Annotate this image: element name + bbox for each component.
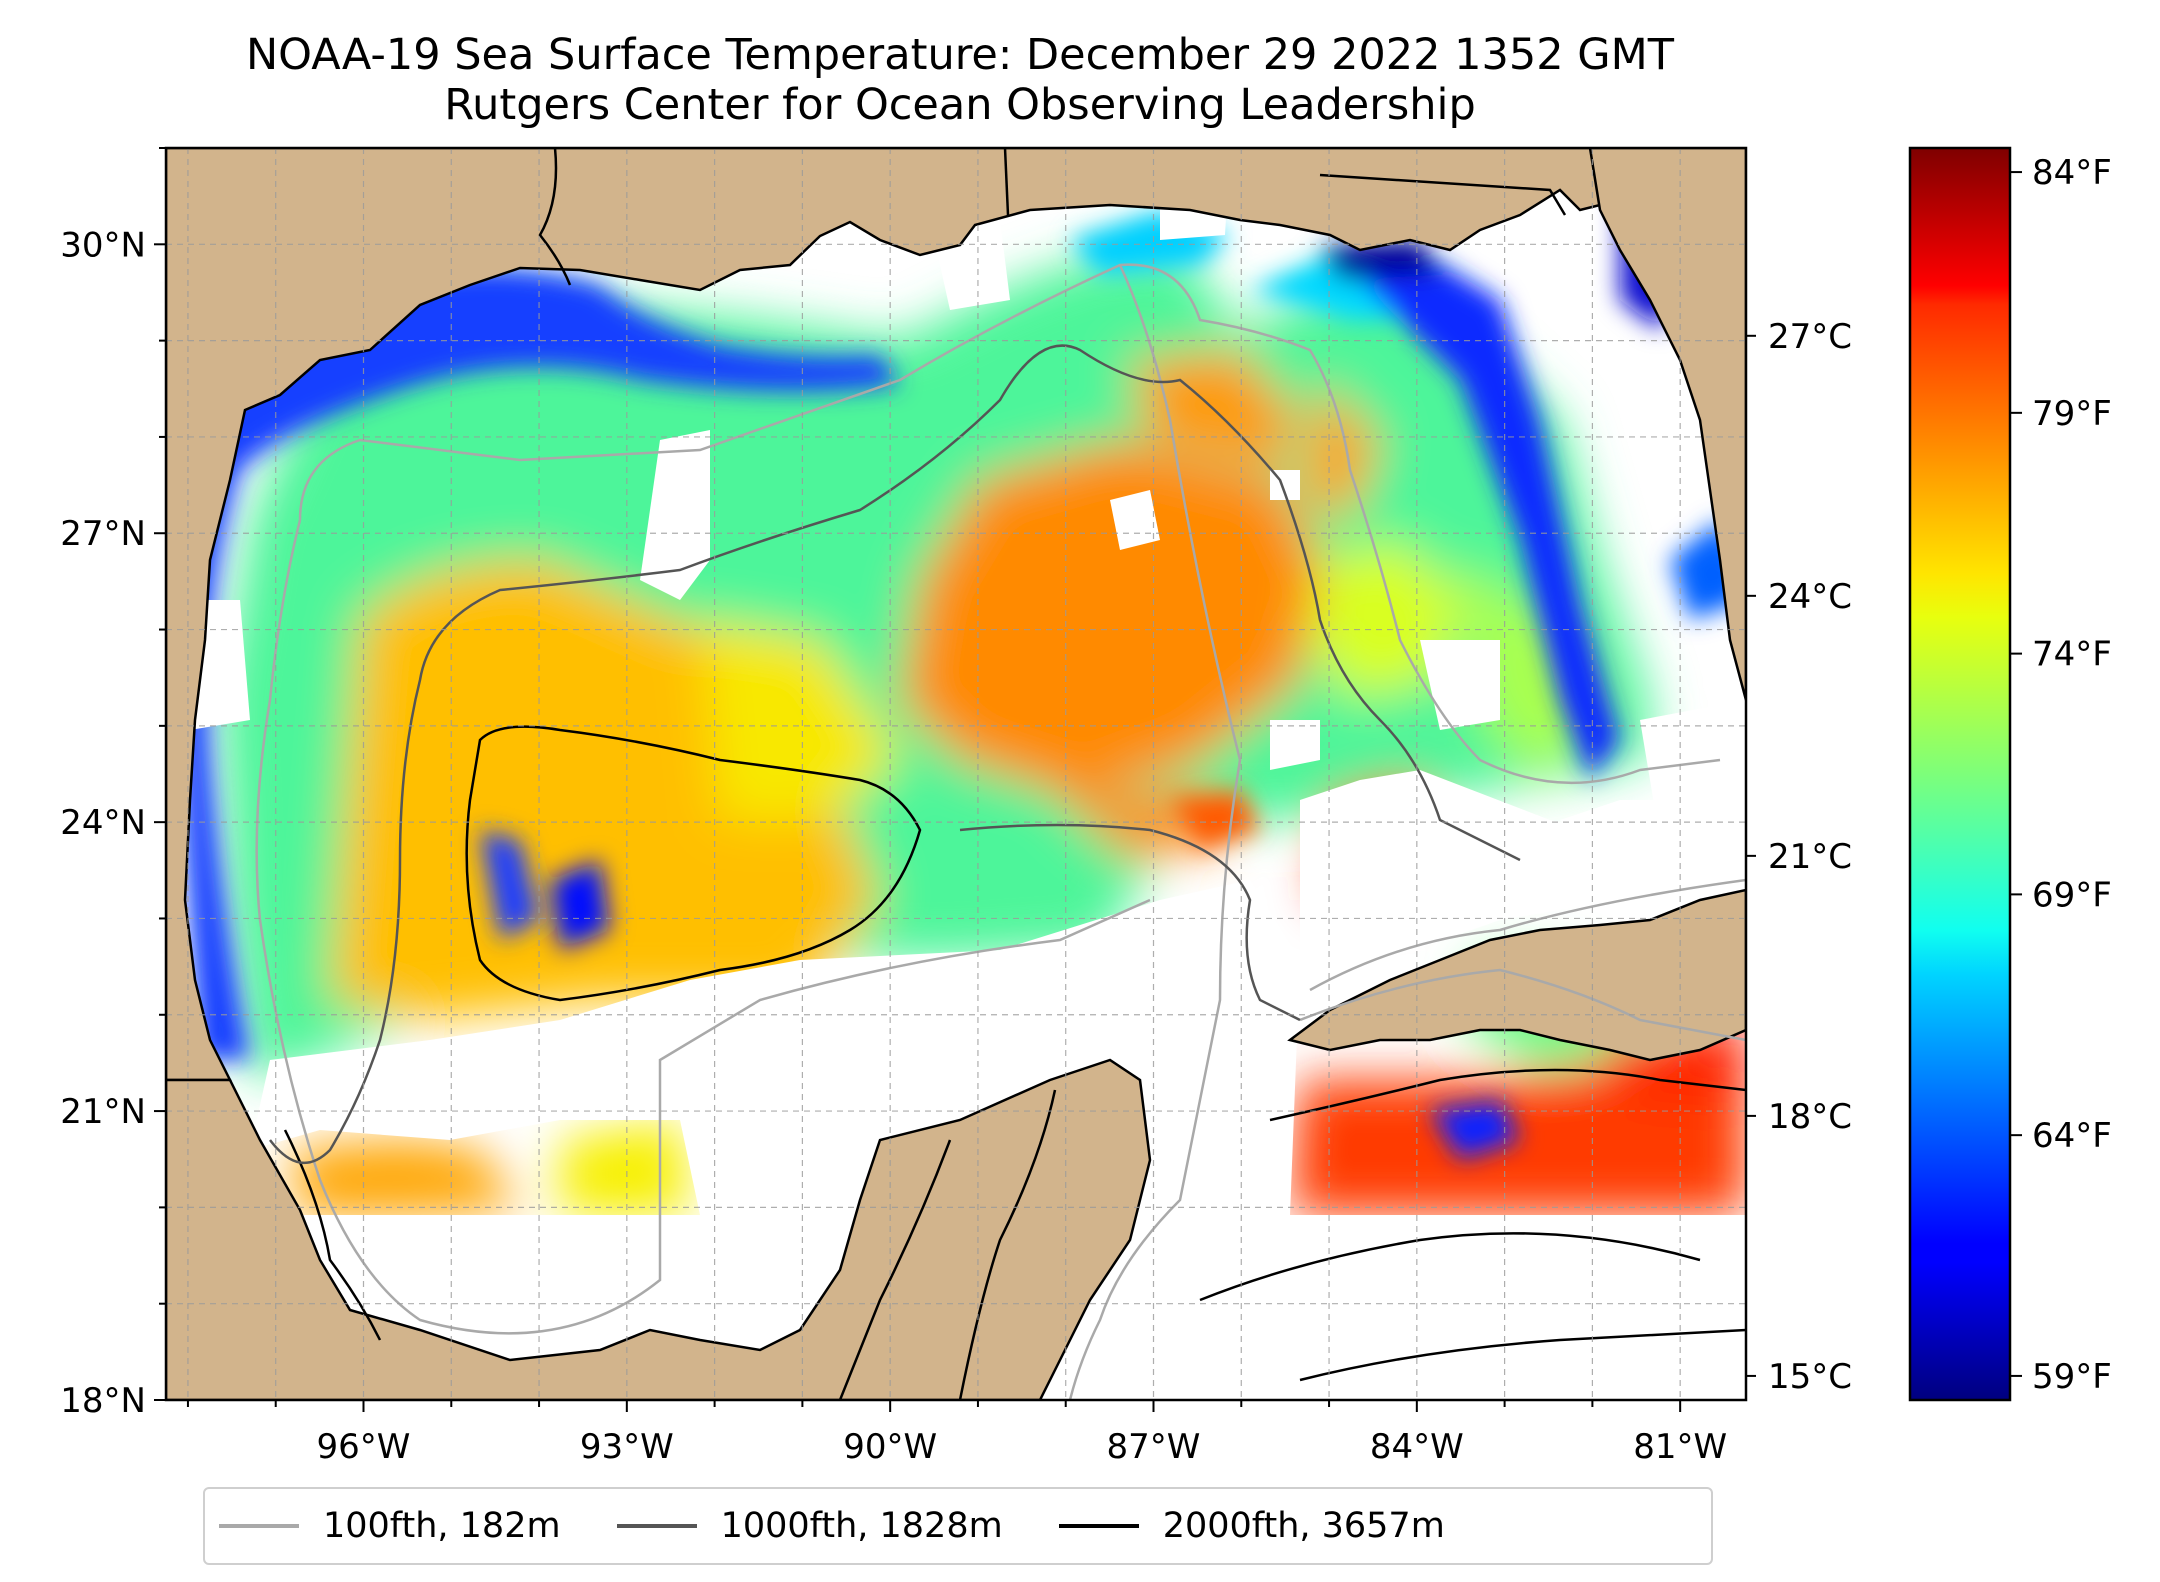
lon-tick-label: 96°W bbox=[317, 1427, 411, 1467]
legend-entry-100fth: 100fth, 182m bbox=[219, 1506, 561, 1546]
map-frame bbox=[164, 146, 1748, 1402]
lon-tick-label: 93°W bbox=[580, 1427, 674, 1467]
legend-entry-1000fth: 1000fth, 1828m bbox=[616, 1506, 1003, 1546]
colorbar-tick-label: 59°F bbox=[2032, 1357, 2112, 1397]
lon-tick-label: 84°W bbox=[1370, 1427, 1464, 1467]
celsius-tick-label: 24°C bbox=[1768, 577, 1852, 617]
axis-ticks: 96°W 93°W 90°W 87°W 84°W 81°W 18°N 21°N 24°N 27°N… bbox=[60, 147, 1852, 1467]
contour-2000fth bbox=[465, 725, 1746, 1382]
colorbar-tick-label: 79°F bbox=[2032, 394, 2112, 434]
bathymetry-contours bbox=[255, 263, 1746, 1400]
celsius-tick-label: 15°C bbox=[1768, 1357, 1852, 1397]
legend-label-1000fth: 1000fth, 1828m bbox=[720, 1506, 1003, 1546]
map-subtitle: Rutgers Center for Ocean Observing Leade… bbox=[444, 80, 1476, 130]
colorbar-ticks: 59°F 64°F 69°F 74°F 79°F 84°F bbox=[2010, 153, 2112, 1397]
lat-tick-label: 27°N bbox=[60, 514, 146, 554]
legend-label-2000fth: 2000fth, 3657m bbox=[1162, 1506, 1445, 1546]
lat-tick-label: 18°N bbox=[60, 1381, 146, 1421]
colorbar-tick-label: 64°F bbox=[2032, 1116, 2112, 1156]
legend-swatch-100fth bbox=[219, 1524, 299, 1528]
legend-swatch-1000fth bbox=[616, 1524, 697, 1528]
lat-tick-label: 30°N bbox=[60, 225, 146, 265]
colorbar-tick-label: 74°F bbox=[2032, 635, 2112, 675]
colorbar bbox=[1908, 146, 2012, 1402]
legend-entry-2000fth: 2000fth, 3657m bbox=[1058, 1506, 1445, 1546]
contour-1000fth bbox=[269, 344, 1521, 1165]
colorbar-tick-label: 84°F bbox=[2032, 153, 2112, 193]
celsius-tick-label: 18°C bbox=[1768, 1097, 1852, 1137]
celsius-tick-label: 21°C bbox=[1768, 837, 1852, 877]
contour-legend: 100fth, 182m 1000fth, 1828m 2000fth, 365… bbox=[203, 1487, 1713, 1565]
lon-tick-label: 81°W bbox=[1633, 1427, 1727, 1467]
legend-swatch-2000fth bbox=[1058, 1524, 1139, 1528]
lon-tick-label: 87°W bbox=[1107, 1427, 1201, 1467]
lon-tick-label: 90°W bbox=[843, 1427, 937, 1467]
celsius-tick-label: 27°C bbox=[1768, 317, 1852, 357]
lat-tick-label: 21°N bbox=[60, 1092, 146, 1132]
map-title: NOAA-19 Sea Surface Temperature: Decembe… bbox=[246, 30, 1674, 80]
state-borders bbox=[283, 148, 1567, 1400]
map-area bbox=[166, 148, 1746, 1400]
legend-label-100fth: 100fth, 182m bbox=[323, 1506, 561, 1546]
lat-tick-label: 24°N bbox=[60, 803, 146, 843]
colorbar-tick-label: 69°F bbox=[2032, 875, 2112, 915]
